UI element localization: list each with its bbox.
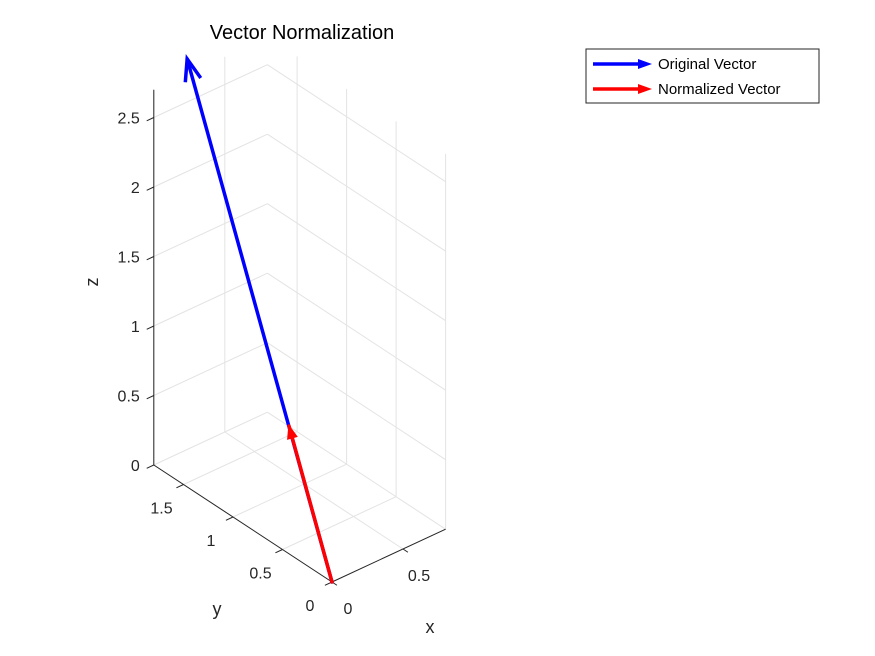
gridline-y-floor	[232, 463, 347, 518]
legend-entry: Original Vector	[593, 56, 756, 73]
z-tick-mark	[146, 186, 155, 191]
z-tick-label: 1	[131, 319, 140, 336]
x-axis-line	[331, 528, 446, 583]
y-axis-label: y	[213, 599, 222, 619]
z-tick-label: 2.5	[118, 111, 140, 128]
z-tick-mark	[146, 117, 155, 122]
tick-labels: 0 0.5 0 0.5 1 1.5 0 0.5 1 1.5 2 2.5	[118, 111, 431, 619]
y-tick-mark	[275, 549, 283, 554]
vector-head	[183, 53, 203, 83]
y-tick-label: 0.5	[249, 566, 271, 583]
z-tick-mark	[146, 464, 155, 469]
gridline-z-back-wall	[267, 64, 446, 183]
z-tick-mark	[146, 325, 155, 330]
z-tick-mark	[146, 256, 155, 261]
chart-title: Vector Normalization	[210, 22, 395, 44]
z-tick-label: 1.5	[118, 250, 140, 267]
y-tick-label: 1	[207, 533, 216, 550]
z-axis-label: z	[82, 278, 102, 287]
y-tick-mark	[176, 484, 184, 489]
y-tick-label: 0	[306, 598, 315, 615]
gridline-z-back-wall	[267, 133, 446, 252]
x-tick-label: 0	[344, 601, 353, 618]
y-tick-label: 1.5	[150, 501, 172, 518]
legend-swatch-head	[638, 84, 652, 94]
gridline-x-floor	[224, 431, 404, 550]
vector-head	[287, 424, 298, 440]
z-tick-label: 0.5	[118, 389, 140, 406]
gridline-z-side-wall	[153, 133, 268, 188]
legend-entry: Normalized Vector	[593, 81, 781, 98]
gridline-z-back-wall	[267, 411, 446, 530]
axes	[146, 89, 446, 586]
gridline-z-side-wall	[153, 64, 268, 118]
legend-label: Original Vector	[658, 56, 756, 73]
gridline-z-side-wall	[153, 411, 268, 466]
legend-box	[585, 48, 820, 104]
gridline-z-side-wall	[153, 203, 268, 257]
x-axis-label: x	[426, 617, 435, 637]
z-tick-label: 2	[131, 180, 140, 197]
gridline-z-side-wall	[153, 342, 268, 396]
gridline-z-back-wall	[267, 203, 446, 322]
normalized-vector-arrow	[287, 424, 334, 584]
legend: Original Vector Normalized Vector	[585, 48, 820, 104]
vector-shaft	[287, 424, 334, 584]
vectors	[183, 53, 334, 584]
grid-lines	[153, 56, 447, 583]
gridline-z-back-wall	[267, 272, 446, 391]
x-tick-mark	[402, 548, 409, 553]
gridline-y-floor	[282, 496, 397, 550]
z-tick-label: 0	[131, 458, 140, 475]
z-tick-mark	[146, 395, 155, 400]
y-tick-mark	[225, 516, 234, 521]
legend-label: Normalized Vector	[658, 81, 781, 98]
legend-swatch-head	[638, 59, 652, 69]
gridline-y-floor	[183, 431, 298, 485]
x-tick-label: 0.5	[408, 568, 430, 585]
